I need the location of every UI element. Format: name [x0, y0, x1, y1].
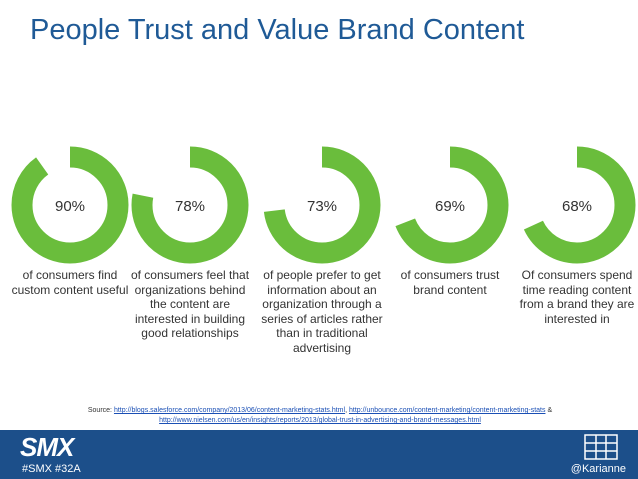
hashtags: #SMX #32A	[22, 463, 81, 475]
donut-segment	[518, 146, 636, 264]
value-label: 68%	[562, 198, 592, 215]
chart-column: 90% of consumers find custom content usef…	[7, 145, 133, 297]
joiner: ,	[345, 407, 348, 414]
source-link[interactable]: http://www.nielsen.com/us/en/insights/re…	[159, 417, 481, 424]
caption: of people prefer to get information abou…	[261, 268, 383, 355]
donut-segment	[11, 146, 129, 264]
donut-segment	[131, 146, 249, 264]
chart-column: 73% of people prefer to get information a…	[259, 145, 385, 355]
caption: of consumers find custom content useful	[11, 268, 129, 297]
value-label: 78%	[175, 198, 205, 215]
caption: of consumers trust brand content	[400, 268, 500, 297]
donut-segment	[391, 146, 509, 264]
source-link[interactable]: http://blogs.salesforce.com/company/2013…	[113, 407, 346, 414]
logo: SMX	[20, 432, 74, 462]
source-link[interactable]: http://unbounce.com/content-marketing/co…	[348, 407, 546, 414]
value-label: 90%	[55, 198, 85, 215]
chart-column: 78% of consumers feel that organizations …	[127, 145, 253, 341]
value-label: 69%	[435, 198, 465, 215]
donut-chart: 69%	[391, 146, 509, 264]
chart-column: 68% Of consumers spend time reading conte…	[514, 145, 638, 326]
handle: @Karianne	[570, 463, 626, 475]
donut-chart: 78%	[131, 146, 249, 264]
donut-chart: 68%	[518, 146, 636, 264]
grid-icon	[584, 434, 618, 460]
joiner: &	[547, 407, 553, 414]
chart-column: 69% of consumers trust brand content	[387, 145, 513, 297]
value-label: 73%	[307, 198, 337, 215]
caption: Of consumers spend time reading content …	[519, 268, 635, 326]
source: Source: http://blogs.salesforce.com/comp…	[60, 406, 580, 426]
caption: of consumers feel that organizations beh…	[130, 268, 250, 340]
donut-segment	[263, 146, 381, 264]
source-label: Source:	[87, 407, 112, 414]
donut-chart: 73%	[263, 146, 381, 264]
footer: SMX #SMX #32A @Karianne	[0, 430, 638, 479]
donut-chart: 90%	[11, 146, 129, 264]
slide-title: People Trust and Value Brand Content	[30, 14, 525, 46]
